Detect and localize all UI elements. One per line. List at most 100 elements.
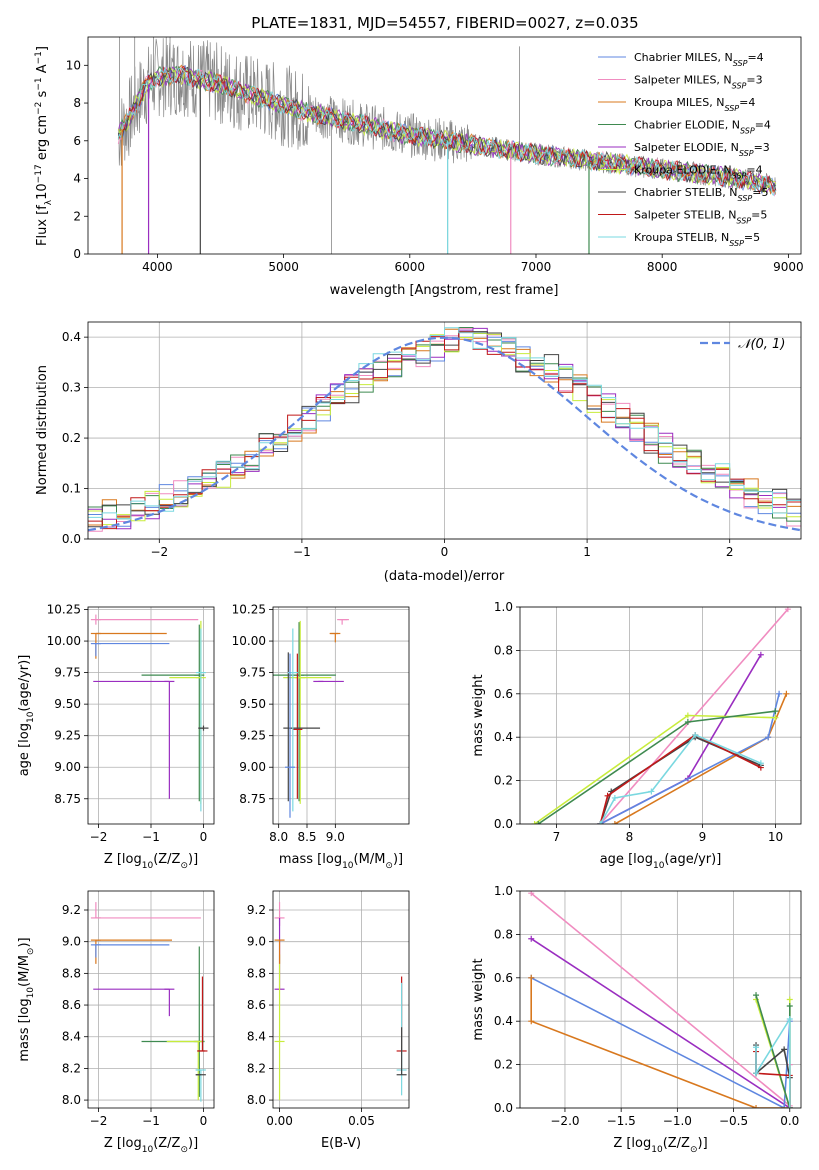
mass-ebv-ytick-label: 9.0 <box>247 935 266 949</box>
age-z-ytick-label: 9.25 <box>54 729 81 743</box>
mass-z-xlabel-part: (Z/Z <box>153 1136 180 1151</box>
age-z-xlabel-part: 10 <box>142 861 154 871</box>
legend-label-part: Kroupa MILES, N <box>634 96 724 109</box>
kroupa_miles-weight-marker <box>528 974 535 981</box>
histogram-panel: −2 −1 0 1 2 0.0 0.1 0.2 0.3 0.4 (data-model)/error… <box>35 321 802 584</box>
spectrum-xtick-label: 4000 <box>142 260 173 274</box>
salpeter_elodie-weight-marker <box>757 651 764 658</box>
weight-age-ylabel: mass weight <box>471 674 486 756</box>
salpeter_elodie-weight-line <box>530 938 791 1108</box>
salpeter_elodie-weight-marker <box>528 935 535 942</box>
weight-age-xlabel: age [log10(age/yr)] <box>600 852 722 871</box>
kroupa_miles-weight-marker <box>528 1018 535 1025</box>
kroupa_stelib-legend-label: Kroupa STELIB, NSSP=5 <box>634 231 760 248</box>
histogram-xtick-label: 1 <box>583 545 591 559</box>
spectrum-ytick-label: 6 <box>73 134 81 148</box>
legend-label-part: SSP <box>738 194 753 203</box>
salpeter_elodie-weight-line <box>599 654 762 824</box>
age-mass-ytick-label: 9.50 <box>239 697 266 711</box>
mass-ebv-ytick-label: 8.6 <box>247 998 266 1012</box>
mass-z-ylabel-part: ⊙ <box>26 948 36 956</box>
age-mass-ytick-label: 9.75 <box>239 666 266 680</box>
legend-label-part: =4 <box>739 96 755 109</box>
age-z-xtick-label: −2 <box>90 830 108 844</box>
clip-spec-area <box>117 37 777 254</box>
legend-label-part: Chabrier MILES, N <box>634 51 733 64</box>
weight-age-xlabel-part: age [log <box>600 852 653 867</box>
age-z-ylabel: age [log10(age/yr)] <box>17 655 36 777</box>
kroupa_stelib-model-line <box>117 66 777 197</box>
legend-label-part: Salpeter MILES, N <box>634 74 732 87</box>
salpeter_stelib-residual-step <box>88 331 801 530</box>
chabrier_elodie-legend-label: Chabrier ELODIE, NSSP=4 <box>634 119 771 136</box>
mass-z-ylabel-part: mass [log <box>17 998 32 1061</box>
mass-z-ylabel: mass [log10(M/M⊙)] <box>17 937 36 1061</box>
kroupa_elodie-model-line <box>117 67 777 193</box>
age-mass-xtick-label: 9.0 <box>326 830 345 844</box>
clip-hist-area <box>88 327 801 532</box>
spectrum-ylabel: Flux [fλ10−17 erg cm−2 s−1 A−1] <box>34 46 54 246</box>
mass-ebv-panel: 0.00 0.05 8.0 8.2 8.4 8.6 8.8 9.0 9.2 E(B-V) <box>247 890 410 1151</box>
kroupa_miles-weight-marker <box>611 821 618 824</box>
age-z-frame <box>87 606 215 825</box>
legend-label-part: SSP <box>740 126 755 135</box>
age-mass-ytick-label: 8.75 <box>239 792 266 806</box>
weight-z-panel: −2.0 −1.5 −1.0 −0.5 0.0 0.0 0.2 0.4 0.6 0.8 1.0 Z [… <box>471 884 802 1155</box>
legend-label-part: SSP <box>733 59 748 68</box>
mass-z-ytick-label: 8.0 <box>62 1093 81 1107</box>
mass-z-xlabel-part: )] <box>188 1136 198 1151</box>
kroupa_elodie-weight-line <box>534 714 776 824</box>
legend-label-part: SSP <box>739 149 754 158</box>
age-z-xtick-label: 0 <box>200 830 208 844</box>
mass-z-xtick-label: 0 <box>200 1114 208 1128</box>
legend-label-part: =4 <box>755 119 771 132</box>
spectrum-ytick-label: 0 <box>73 247 81 261</box>
age-z-ytick-label: 10.00 <box>47 634 81 648</box>
clip-weight-z-area <box>528 891 793 1108</box>
age-mass-ytick-label: 10.25 <box>232 603 266 617</box>
mass-ebv-ytick-label: 8.4 <box>247 1030 266 1044</box>
spectrum-ylabel-part: Flux [f <box>35 205 50 246</box>
histogram-xtick-label: −2 <box>150 545 168 559</box>
clip-mass-ebv-area <box>274 902 407 1101</box>
mass-z-ytick-label: 8.2 <box>62 1061 81 1075</box>
histogram-xtick-label: 2 <box>726 545 734 559</box>
age-z-ytick-label: 9.00 <box>54 760 81 774</box>
weight-z-ytick-label: 1.0 <box>494 884 513 898</box>
age-z-xlabel: Z [log10(Z/Z⊙)] <box>104 852 198 871</box>
legend-label-part: =4 <box>746 164 762 177</box>
chabrier_elodie-weight-marker <box>684 719 691 726</box>
kroupa_miles-weight-line <box>530 977 790 1108</box>
legend-label-part: =5 <box>751 209 767 222</box>
weight-age-ytick-label: 0.0 <box>494 817 513 831</box>
age-z-xlabel-part: (Z/Z <box>153 852 180 867</box>
kroupa_miles-weight-marker <box>753 1105 760 1108</box>
weight-age-frame <box>519 606 802 825</box>
kroupa_stelib-weight-marker <box>692 732 699 739</box>
legend-label-part: SSP <box>732 171 747 180</box>
mass-z-ylabel-part: (M/M <box>17 955 32 987</box>
weight-z-xtick-label: −1.5 <box>607 1114 636 1128</box>
weight-age-xtick-label: 10 <box>768 830 783 844</box>
age-z-ylabel-part: 10 <box>26 711 36 723</box>
legend-label-part: Salpeter STELIB, N <box>634 209 736 222</box>
mass-z-xlabel-part: ⊙ <box>180 1145 188 1155</box>
salpeter_miles-weight-line <box>599 608 789 824</box>
legend-label-part: =3 <box>746 74 762 87</box>
legend-label-part: =3 <box>754 141 770 154</box>
kroupa_stelib-weight-marker <box>611 794 618 801</box>
age-mass-frame <box>272 606 410 825</box>
mass-z-ytick-label: 8.4 <box>62 1030 81 1044</box>
age-z-xtick-label: −1 <box>142 830 160 844</box>
kroupa_stelib-weight-marker <box>786 1016 793 1023</box>
salpeter_elodie-legend-label: Salpeter ELODIE, NSSP=3 <box>634 141 770 158</box>
mass-z-xlabel-part: 10 <box>142 1145 154 1155</box>
mass-ebv-xtick-label: 0.05 <box>348 1114 375 1128</box>
mass-ebv-xtick-label: 0.00 <box>266 1114 293 1128</box>
weight-age-ytick-label: 0.6 <box>494 687 513 701</box>
kroupa_stelib-weight-marker <box>753 1044 760 1051</box>
salpeter_miles-weight-line <box>530 892 791 1108</box>
histogram-ytick-label: 0.1 <box>62 482 81 496</box>
